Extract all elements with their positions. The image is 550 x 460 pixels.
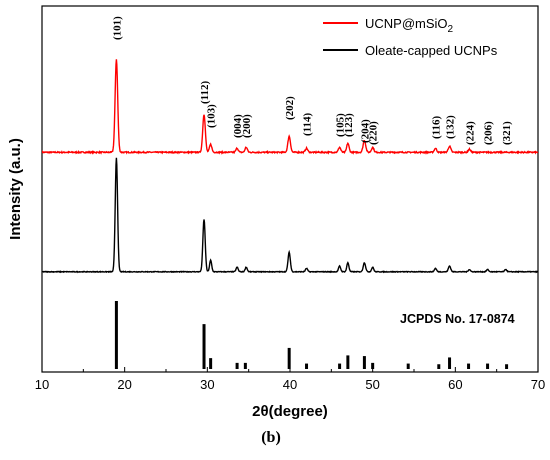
- peak-label: (206): [483, 121, 495, 145]
- peak-label: (200): [241, 114, 253, 138]
- peak-label: (112): [199, 80, 211, 104]
- peak-label: (114): [302, 112, 314, 136]
- series-line-oleate-capped: [42, 157, 538, 274]
- peak-label: (224): [464, 121, 476, 145]
- peak-labels: (101) (112)(103) (004)(200) (202) (114) (105)…: [111, 16, 512, 145]
- peak-label: (204): [359, 119, 371, 143]
- legend: UCNP@mSiO2 Oleate-capped UCNPs: [323, 16, 498, 58]
- peak-label: (132): [445, 115, 457, 139]
- legend-label-red: UCNP@mSiO2: [365, 16, 454, 35]
- x-tick-label: 30: [200, 377, 214, 392]
- x-tick-label: 10: [35, 377, 49, 392]
- peak-label: (202): [284, 96, 296, 120]
- peak-label: (103): [206, 104, 218, 128]
- series-group: [42, 59, 538, 274]
- series-line-ucnp-msio2: [42, 59, 538, 155]
- peak-label: (220): [368, 121, 380, 145]
- peak-label: (004): [232, 114, 244, 138]
- x-tick-label: 50: [365, 377, 379, 392]
- peak-label: (123): [343, 113, 355, 137]
- peak-label: (101): [111, 16, 123, 40]
- reference-bars: [114, 301, 509, 369]
- x-ticks: 10 20 30 40 50 60 70: [35, 367, 545, 392]
- peak-label: (116): [430, 115, 442, 139]
- x-tick-label: 60: [448, 377, 462, 392]
- x-tick-label: 20: [117, 377, 131, 392]
- legend-label-black: Oleate-capped UCNPs: [365, 43, 498, 58]
- panel-label: (b): [261, 429, 281, 446]
- x-tick-label: 40: [283, 377, 297, 392]
- y-axis-title: Intensity (a.u.): [7, 138, 24, 240]
- x-axis-title: 2θ(degree): [252, 403, 328, 420]
- reference-label: JCPDS No. 17-0874: [400, 312, 515, 326]
- peak-label: (321): [501, 121, 513, 145]
- x-tick-label: 70: [531, 377, 545, 392]
- peak-label: (105): [335, 113, 347, 137]
